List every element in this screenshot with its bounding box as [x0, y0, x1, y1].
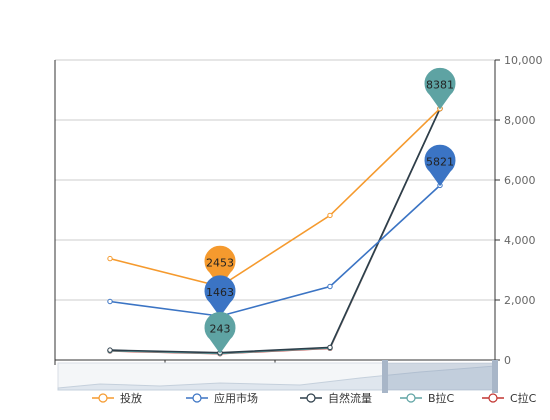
legend-symbol	[306, 393, 316, 403]
legend-label: C拉C	[510, 391, 537, 405]
datazoom-selection[interactable]	[385, 363, 495, 390]
legend-label: 自然流量	[328, 391, 372, 405]
datazoom-handle-right[interactable]	[492, 360, 498, 393]
legend-symbol	[406, 393, 416, 403]
markers: 2453 1463 243 5821 8381	[204, 67, 456, 354]
axes: 02,0004,0006,0008,00010,0002018-12-07201…	[54, 54, 543, 381]
marker-label: 8381	[426, 79, 454, 92]
marker-pin	[204, 275, 236, 317]
marker-pin	[424, 144, 456, 187]
legend-item[interactable]: 投放	[92, 391, 142, 405]
marker-pin	[204, 312, 236, 354]
series-lines	[107, 105, 443, 357]
marker-label: 2453	[206, 256, 234, 269]
data-point	[327, 212, 333, 219]
y-tick-label: 8,000	[504, 114, 536, 127]
marker-label: 243	[210, 323, 231, 336]
y-tick-label: 4,000	[504, 234, 536, 247]
marker-pin	[204, 245, 236, 288]
y-tick-label: 0	[504, 354, 511, 367]
data-point	[107, 298, 113, 305]
data-point	[327, 344, 333, 351]
legend-symbol	[488, 393, 498, 403]
legend-item[interactable]: 自然流量	[300, 391, 372, 405]
marker-label: 5821	[426, 155, 454, 168]
y-tick-label: 2,000	[504, 294, 536, 307]
legend-label: 应用市场	[214, 391, 258, 405]
marker-pin	[424, 67, 456, 110]
legend-label: B拉C	[428, 391, 455, 405]
legend-item[interactable]: B拉C	[400, 391, 455, 405]
series-line	[109, 184, 441, 317]
legend-symbol	[192, 393, 202, 403]
legend-item[interactable]: C拉C	[482, 391, 537, 405]
y-tick-label: 10,000	[504, 54, 543, 67]
data-point	[107, 255, 113, 262]
legend-label: 投放	[120, 391, 142, 405]
legend-symbol	[98, 393, 108, 403]
legend: 投放 应用市场 自然流量 B拉C C拉C	[92, 391, 537, 405]
datazoom-slider[interactable]	[57, 360, 498, 393]
series-line	[109, 108, 441, 354]
datazoom-handle-left[interactable]	[382, 360, 388, 393]
legend-item[interactable]: 应用市场	[186, 391, 258, 405]
series-line	[109, 107, 441, 288]
data-point	[327, 283, 333, 290]
grid	[55, 59, 495, 361]
data-point	[107, 347, 113, 353]
marker-label: 1463	[206, 286, 234, 299]
y-tick-label: 6,000	[504, 174, 536, 187]
